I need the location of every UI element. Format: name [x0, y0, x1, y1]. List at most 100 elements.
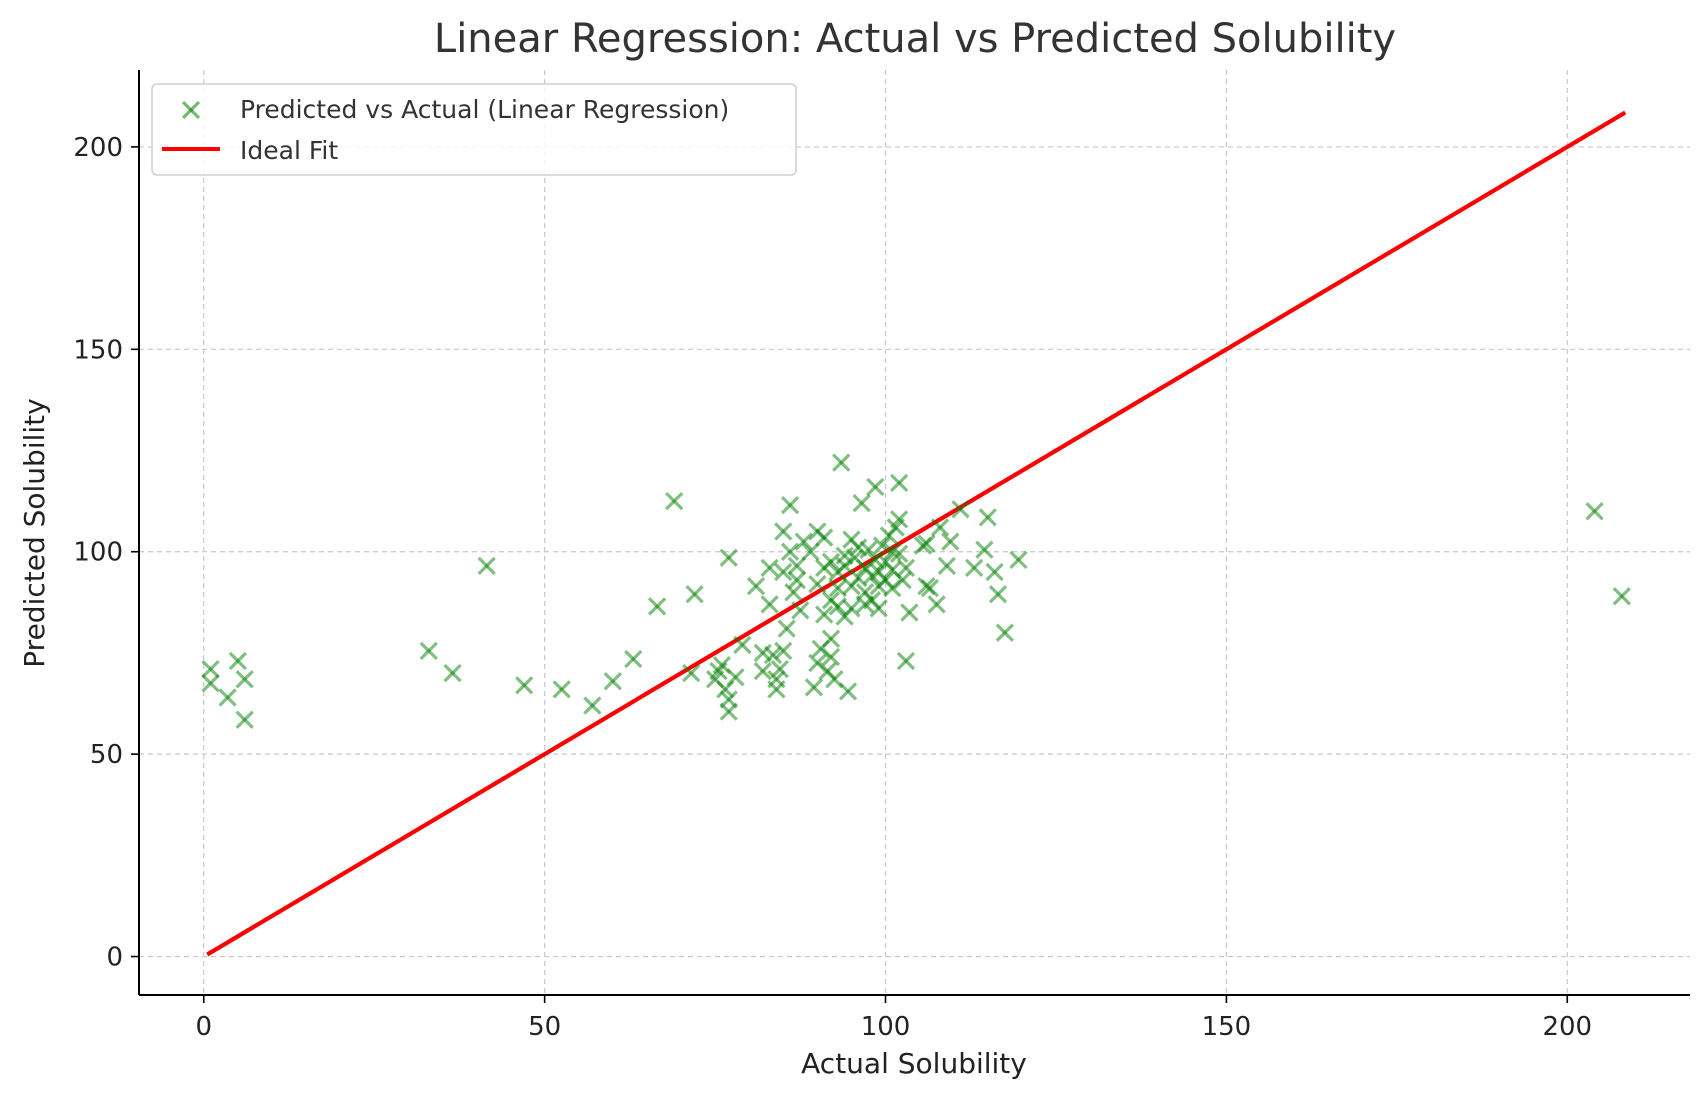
- scatter-point: [218, 688, 237, 707]
- legend-marker-scatter: [181, 100, 201, 120]
- scatter-point: [1612, 587, 1631, 606]
- scatter-point: [774, 522, 793, 541]
- scatter-point: [685, 585, 704, 604]
- y-tick-label: 0: [106, 943, 123, 973]
- scatter-point: [774, 562, 793, 582]
- scatter-point: [1585, 502, 1604, 521]
- scatter-point: [927, 595, 946, 614]
- scatter-point: [753, 662, 772, 681]
- scatter-point: [852, 494, 871, 513]
- scatter-point: [951, 500, 970, 519]
- scatter-point: [774, 641, 793, 661]
- scatter-point: [930, 518, 950, 537]
- scatter-point: [726, 668, 745, 687]
- scatter-point: [975, 540, 994, 559]
- y-tick-label: 150: [73, 335, 123, 365]
- scatter-point: [419, 641, 438, 661]
- scatter-point: [801, 542, 820, 561]
- scatter-point: [815, 528, 834, 547]
- scatter-point: [760, 558, 779, 578]
- scatter-point: [780, 542, 800, 561]
- scatter-point: [787, 570, 807, 590]
- scatter-point: [648, 597, 667, 616]
- grid-layer: [139, 70, 1690, 995]
- ideal-fit-layer: [206, 110, 1627, 957]
- scatter-point: [443, 664, 462, 683]
- scatter-point: [780, 496, 800, 515]
- scatter-point: [763, 645, 783, 665]
- scatter-points-layer: [201, 453, 1631, 729]
- scatter-point: [842, 599, 861, 618]
- scatter-point: [201, 674, 220, 693]
- scatter-point: [760, 595, 779, 614]
- chart-title: Linear Regression: Actual vs Predicted S…: [434, 16, 1396, 62]
- scatter-point: [624, 649, 643, 669]
- scatter-point: [791, 601, 810, 620]
- scatter-point: [746, 577, 766, 596]
- scatter-point: [235, 710, 254, 729]
- scatter-point: [985, 562, 1004, 582]
- scatter-point: [1009, 550, 1028, 569]
- x-tick-label: 100: [861, 1012, 911, 1042]
- scatter-point: [719, 702, 738, 721]
- scatter-point: [515, 676, 534, 695]
- scatter-point: [767, 680, 786, 699]
- scatter-point: [583, 696, 602, 715]
- legend: Predicted vs Actual (Linear Regression) …: [151, 83, 797, 176]
- scatter-point: [859, 540, 878, 559]
- ideal-fit-line: [206, 110, 1627, 957]
- scatter-point: [808, 574, 827, 594]
- legend-label-scatter: Predicted vs Actual (Linear Regression): [240, 95, 729, 124]
- scatter-point: [937, 556, 957, 576]
- y-tick-label: 200: [73, 133, 123, 163]
- scatter-point: [235, 670, 254, 689]
- scatter-point: [821, 552, 841, 571]
- scatter-point: [890, 473, 909, 493]
- x-axis-label: Actual Solubility: [801, 1047, 1027, 1080]
- scatter-point: [201, 659, 220, 679]
- scatter-point: [228, 651, 247, 671]
- scatter-point: [920, 579, 939, 598]
- scatter-point: [682, 664, 701, 683]
- axes-layer: [138, 70, 1690, 996]
- scatter-point: [665, 491, 684, 511]
- scatter-point: [821, 647, 841, 667]
- scatter-point: [838, 682, 858, 701]
- scatter-point: [832, 453, 851, 472]
- scatter-point: [866, 477, 885, 497]
- scatter-point: [804, 678, 824, 697]
- scatter-point: [988, 585, 1008, 604]
- scatter-point: [784, 583, 803, 602]
- scatter-point: [900, 603, 919, 622]
- x-tick-label: 50: [528, 1012, 561, 1042]
- scatter-point: [978, 508, 997, 527]
- scatter-point: [890, 544, 909, 563]
- scatter-point: [995, 623, 1014, 642]
- x-tick-label: 200: [1542, 1012, 1592, 1042]
- scatter-point: [794, 532, 813, 551]
- legend-label-ideal-fit: Ideal Fit: [240, 136, 338, 165]
- scatter-point: [770, 659, 789, 679]
- y-tick-label: 50: [90, 740, 123, 770]
- scatter-point: [477, 556, 496, 576]
- scatter-point: [890, 510, 909, 529]
- scatter-point: [552, 680, 571, 699]
- scatter-point: [917, 534, 936, 553]
- y-tick-label: 100: [73, 538, 123, 568]
- scatter-point: [869, 599, 888, 618]
- x-tick-label: 150: [1202, 1012, 1252, 1042]
- scatter-point: [941, 532, 960, 551]
- x-tick-label: 0: [195, 1012, 212, 1042]
- scatter-point: [815, 605, 834, 624]
- scatter-point: [603, 672, 622, 691]
- scatter-point: [893, 570, 912, 590]
- ticks-layer: 0 50 100 150 200 0 50 100 150 200: [73, 133, 1592, 1042]
- legend-box: [151, 83, 797, 176]
- scatter-point: [719, 548, 738, 567]
- scatter-point: [777, 619, 796, 638]
- y-axis-label: Predicted Solubility: [18, 398, 51, 667]
- scatter-point: [896, 558, 916, 578]
- scatter-point: [896, 651, 916, 671]
- scatter-point: [787, 556, 807, 576]
